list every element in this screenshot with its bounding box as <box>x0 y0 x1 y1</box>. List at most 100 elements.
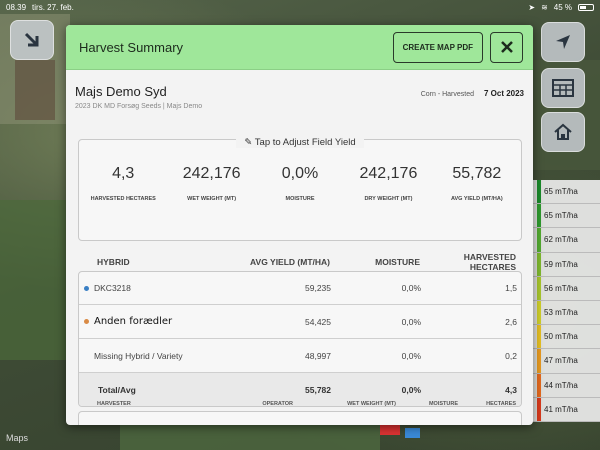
field-name: Majs Demo Syd <box>75 84 167 99</box>
legend-label: 50 mT/ha <box>544 332 578 342</box>
legend-swatch <box>537 349 541 373</box>
pencil-icon: ✎ <box>244 137 253 148</box>
stat-value: 242,176 <box>359 165 418 182</box>
stat-label: HARVESTED HECTARES <box>90 196 156 202</box>
harvester-table: HARVESTER OPERATOR WET WEIGHT (MT) MOIST… <box>78 397 522 425</box>
hybrid-name: Missing Hybrid / Variety <box>94 350 183 361</box>
stat-label: AVG YIELD (MT/HA) <box>450 196 503 202</box>
total-row: Total/Avg 55,782 0,0% 4,3 <box>79 373 521 406</box>
table-icon <box>552 79 574 97</box>
legend-label: 65 mT/ha <box>544 187 578 197</box>
legend-item: 44 mT/ha <box>531 373 600 398</box>
stat-item: 0,0% MOISTURE <box>256 165 344 202</box>
stats-row: 4,3 HARVESTED HECTARES 242,176 WET WEIGHT (… <box>79 165 521 202</box>
header-moisture-harv: MOISTURE <box>428 401 458 407</box>
stat-item: 4,3 HARVESTED HECTARES <box>79 165 167 202</box>
legend-label: 41 mT/ha <box>544 404 578 414</box>
status-time: 08.39 <box>6 2 27 12</box>
header-hectares: HECTARES <box>486 401 516 407</box>
legend-swatch <box>537 204 541 228</box>
stat-value: 242,176 <box>182 165 241 182</box>
total-moisture: 0,0% <box>401 384 421 395</box>
stat-label: DRY WEIGHT (MT) <box>364 196 413 202</box>
status-bar: 08.39 tirs. 27. feb. ➤ ≋ 45 % <box>0 0 600 14</box>
navigation-arrow-icon <box>556 35 570 49</box>
maps-attribution-text: Maps <box>6 433 29 443</box>
modal-title: Harvest Summary <box>79 39 184 55</box>
hybrid-name: Anden forædler <box>94 316 173 327</box>
harvester-table-body <box>78 411 522 425</box>
hybrid-moisture: 0,0% <box>401 316 421 327</box>
hybrid-name: DKC3218 <box>94 283 131 293</box>
legend-swatch <box>537 276 541 300</box>
create-map-pdf-button[interactable]: CREATE MAP PDF <box>392 31 483 63</box>
header-harvester: HARVESTER <box>97 401 131 407</box>
legend-swatch <box>537 300 541 325</box>
hybrid-table-body: DKC3218 59,235 0,0% 1,5 Anden forædler 54,425… <box>78 271 522 407</box>
hybrid-table: HYBRID AVG YIELD (MT/HA) MOISTURE HARVES… <box>78 252 522 407</box>
hybrid-row[interactable]: DKC3218 59,235 0,0% 1,5 <box>79 272 521 305</box>
table-view-button[interactable] <box>541 68 585 108</box>
legend-label: 47 mT/ha <box>544 356 578 366</box>
hybrid-hectares: 2,6 <box>505 316 517 327</box>
hybrid-row[interactable]: Missing Hybrid / Variety 48,997 0,0% 0,2 <box>79 339 521 373</box>
legend-item: 62 mT/ha <box>531 228 600 253</box>
legend-label: 62 mT/ha <box>544 235 578 245</box>
close-button[interactable] <box>490 31 523 63</box>
harvest-summary-modal: Harvest Summary CREATE MAP PDF Majs Demo… <box>66 25 533 425</box>
hybrid-color-dot <box>84 319 89 324</box>
legend-item: 65 mT/ha <box>531 180 600 205</box>
header-avg-yield: AVG YIELD (MT/HA) <box>250 257 330 267</box>
adjust-field-yield-label[interactable]: ✎ Tap to Adjust Field Yield <box>79 132 521 150</box>
total-label: Total/Avg <box>98 384 136 395</box>
stat-label: MOISTURE <box>285 196 315 202</box>
status-date: tirs. 27. feb. <box>32 2 74 12</box>
legend-swatch <box>537 397 541 421</box>
legend-swatch <box>537 252 541 276</box>
hybrid-table-header: HYBRID AVG YIELD (MT/HA) MOISTURE HARVES… <box>78 252 522 272</box>
legend-item: 65 mT/ha <box>531 204 600 229</box>
stat-item: 242,176 WET WEIGHT (MT) <box>167 165 255 202</box>
harvest-date: 7 Oct 2023 <box>483 89 524 98</box>
header-operator: OPERATOR <box>262 401 293 407</box>
header-hybrid: HYBRID <box>97 257 130 267</box>
legend-item: 56 mT/ha <box>531 276 600 301</box>
battery-icon <box>578 3 594 11</box>
legend-label: 59 mT/ha <box>544 259 578 269</box>
stat-label: WET WEIGHT (MT) <box>187 196 237 202</box>
hybrid-hectares: 1,5 <box>505 283 517 293</box>
collapse-button[interactable] <box>10 20 54 60</box>
field-subtitle: 2023 DK MD Forsøg Seeds | Majs Demo <box>75 103 203 110</box>
field-yield-summary[interactable]: ✎ Tap to Adjust Field Yield 4,3 HARVESTED… <box>78 137 522 241</box>
header-harvested-hectares: HARVESTED HECTARES <box>463 252 516 272</box>
legend-label: 56 mT/ha <box>544 283 578 293</box>
maps-attribution: Maps <box>6 433 28 443</box>
legend-item: 59 mT/ha <box>531 252 600 277</box>
navigate-button[interactable] <box>541 22 585 62</box>
location-icon: ➤ <box>528 2 536 12</box>
battery-percent: 45 % <box>553 2 572 12</box>
hybrid-avg-yield: 48,997 <box>305 350 331 361</box>
crop-status: Corn - Harvested <box>420 91 475 98</box>
legend-label: 53 mT/ha <box>544 308 578 318</box>
close-icon <box>500 41 513 53</box>
adjust-field-yield-text: Tap to Adjust Field Yield <box>254 137 356 148</box>
harvester-table-header: HARVESTER OPERATOR WET WEIGHT (MT) MOIST… <box>78 397 522 411</box>
legend-item: 47 mT/ha <box>531 349 600 374</box>
field-header: Majs Demo Syd 2023 DK MD Forsøg Seeds | … <box>66 70 533 110</box>
total-avg-yield: 55,782 <box>305 384 331 395</box>
legend-swatch <box>537 373 541 397</box>
stat-value: 55,782 <box>452 165 502 182</box>
modal-header: Harvest Summary CREATE MAP PDF <box>66 25 533 70</box>
legend-label: 65 mT/ha <box>544 211 578 221</box>
stat-value: 0,0% <box>281 165 319 182</box>
legend-item: 41 mT/ha <box>531 397 600 422</box>
stat-item: 55,782 AVG YIELD (MT/HA) <box>433 165 521 202</box>
home-button[interactable] <box>541 112 585 152</box>
legend-item: 53 mT/ha <box>531 300 600 326</box>
hybrid-row[interactable]: Anden forædler 54,425 0,0% 2,6 <box>79 305 521 339</box>
arrow-down-right-icon <box>24 32 39 47</box>
header-moisture: MOISTURE <box>375 257 420 267</box>
legend-label: 44 mT/ha <box>544 380 578 390</box>
stat-value: 4,3 <box>112 165 135 182</box>
